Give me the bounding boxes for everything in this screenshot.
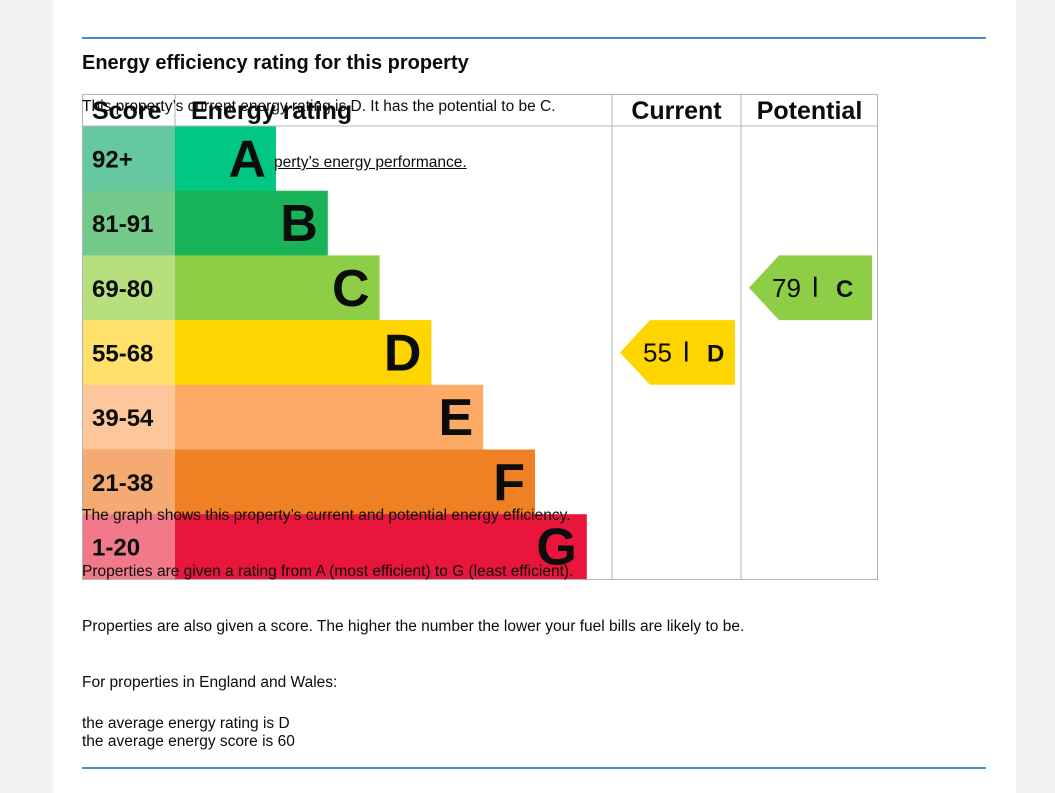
band-letter-e: E [439,389,474,447]
band-bar-d [175,320,432,386]
score-cell-a [82,126,175,192]
potential-rating-arrow [749,255,872,321]
current-rating-letter: D [707,340,724,367]
potential-rating-separator [814,276,817,297]
band-bar-e [175,384,484,450]
header-potential: Potential [757,97,863,125]
band-letter-d: D [384,324,422,382]
potential-rating-score-value: 79 [772,273,801,303]
graph-description-text: The graph shows this property’s current … [82,507,571,524]
energy-rating-chart: Score Energy rating Current Potential 92+ A 81… [82,94,878,580]
score-cell-e [82,384,175,450]
energy-rating-svg: Score Energy rating Current Potential 92+ A 81… [82,94,878,580]
score-description-text: Properties are also given a score. The h… [82,618,745,635]
score-label-f: 21-38 [92,470,153,497]
band-letter-c: C [332,260,370,318]
score-cell-f [82,449,175,515]
header-score: Score [92,97,162,125]
score-label-c: 69-80 [92,276,153,303]
band-bar-c [175,255,380,321]
page: Energy efficiency rating for this proper… [53,0,1016,793]
band-bar-g [175,514,587,580]
score-label-a: 92+ [92,146,133,173]
header-current: Current [631,97,722,125]
average-rating-text: the average energy rating is D [82,715,290,732]
current-rating-separator [685,341,688,362]
page-title: Energy efficiency rating for this proper… [82,52,469,74]
current-rating-text: This property’s current energy rating is… [82,98,556,115]
score-label-e: 39-54 [92,405,154,432]
band-letter-f: F [493,454,525,512]
current-rating-arrow [620,320,735,385]
average-score-text: the average energy score is 60 [82,733,295,750]
potential-rating-letter: C [836,276,853,303]
chart-border [82,94,878,580]
score-cell-c [82,255,175,321]
ratings-description-text: Properties are given a rating from A (mo… [82,563,574,580]
score-cell-d [82,320,175,386]
score-cell-b [82,190,175,256]
header-energy-rating: Energy rating [191,97,352,125]
bottom-divider [82,767,986,769]
score-label-d: 55-68 [92,340,153,367]
top-divider [82,37,986,39]
region-text: For properties in England and Wales: [82,674,338,691]
energy-performance-link[interactable]: perty’s energy performance. [274,154,467,171]
score-label-g: 1-20 [92,535,140,562]
band-bar-a [175,126,276,192]
band-letter-b: B [280,195,318,253]
band-letter-a: A [228,130,266,188]
score-label-b: 81-91 [92,211,153,238]
band-bar-f [175,449,535,515]
band-bar-b [175,190,328,256]
score-cell-g [82,514,175,580]
current-rating-score-value: 55 [643,337,672,367]
band-letter-g: G [536,519,576,577]
